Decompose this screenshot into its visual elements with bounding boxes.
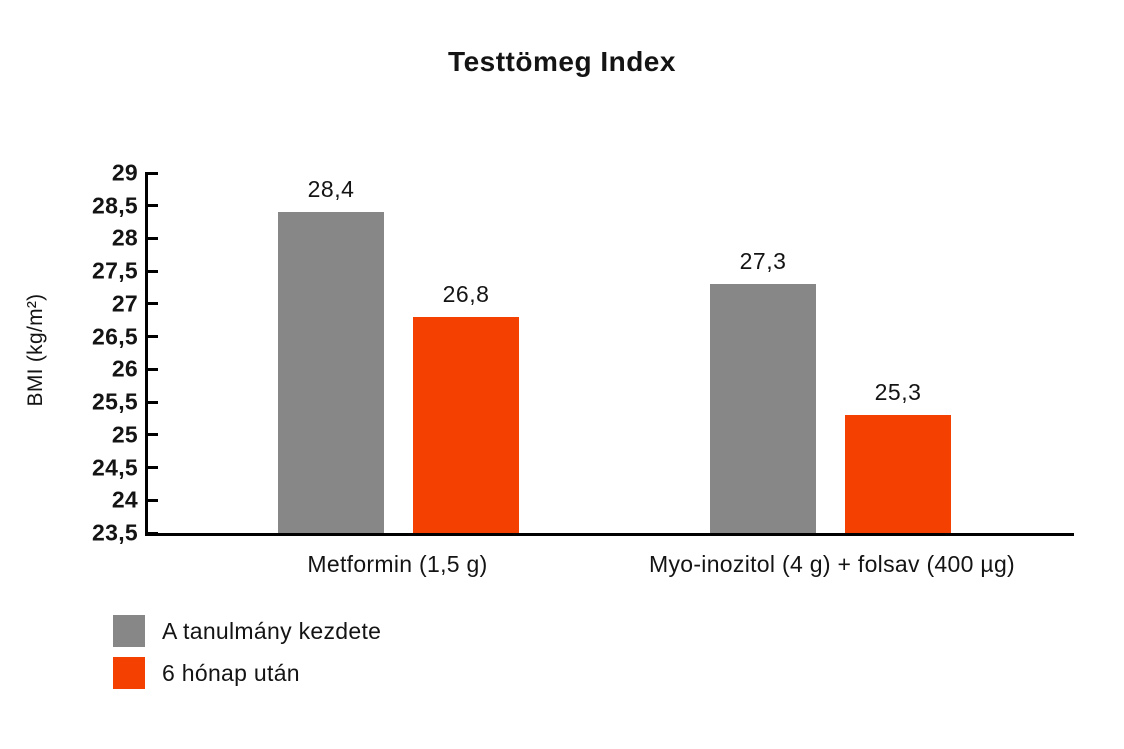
y-tick-label: 24 bbox=[111, 486, 138, 513]
x-axis-label: Myo-inozitol (4 g) + folsav (400 µg) bbox=[649, 551, 1015, 577]
bar-value-label: 27,3 bbox=[739, 247, 787, 274]
y-tick-mark bbox=[145, 498, 158, 502]
y-tick-label: 26 bbox=[111, 355, 138, 382]
bar-start bbox=[278, 212, 384, 533]
legend-item: 6 hónap után bbox=[113, 657, 381, 689]
bar-value-label: 25,3 bbox=[874, 378, 922, 405]
bar-start bbox=[710, 284, 816, 533]
y-tick-mark bbox=[145, 367, 158, 371]
y-tick-mark bbox=[145, 236, 158, 240]
y-tick-label: 25 bbox=[111, 421, 138, 448]
legend-item: A tanulmány kezdete bbox=[113, 615, 381, 647]
y-tick-mark bbox=[145, 302, 158, 306]
y-tick-mark bbox=[145, 335, 158, 339]
y-tick-label: 27 bbox=[111, 290, 138, 317]
bar-after6months bbox=[845, 415, 951, 533]
legend: A tanulmány kezdete 6 hónap után bbox=[113, 615, 381, 699]
bar-value-label: 26,8 bbox=[442, 280, 490, 307]
chart-title: Testtömeg Index bbox=[448, 46, 676, 77]
legend-swatch bbox=[113, 657, 145, 689]
y-tick-mark bbox=[145, 400, 158, 404]
legend-item-label: 6 hónap után bbox=[162, 659, 300, 686]
y-tick-label: 25,5 bbox=[92, 388, 138, 415]
y-tick-label: 27,5 bbox=[92, 257, 138, 284]
y-axis-line bbox=[145, 173, 148, 536]
x-axis-label: Metformin (1,5 g) bbox=[307, 551, 488, 577]
y-tick-mark bbox=[145, 466, 158, 470]
legend-item-label: A tanulmány kezdete bbox=[162, 617, 382, 644]
plot-area: 29 28,5 28 27,5 27 26,5 26 25,5 25 24,5 24 23,5 28,4… bbox=[92, 160, 1074, 577]
y-tick-mark bbox=[145, 269, 158, 273]
bar-value-label: 28,4 bbox=[307, 175, 355, 202]
y-tick-mark bbox=[145, 531, 158, 535]
legend-swatch bbox=[113, 615, 145, 647]
y-tick-label: 23,5 bbox=[92, 519, 138, 546]
y-axis-title: BMI (kg/m²) bbox=[24, 293, 47, 407]
y-tick-mark bbox=[145, 171, 158, 175]
x-axis-line bbox=[145, 533, 1074, 536]
y-tick-label: 24,5 bbox=[92, 454, 138, 481]
y-tick-mark bbox=[145, 204, 158, 208]
y-tick-label: 28 bbox=[111, 224, 138, 251]
y-tick-label: 28,5 bbox=[92, 192, 138, 219]
y-tick-label: 29 bbox=[111, 159, 138, 186]
bar-after6months bbox=[413, 317, 519, 533]
y-tick-mark bbox=[145, 433, 158, 437]
y-tick-label: 26,5 bbox=[92, 323, 138, 350]
